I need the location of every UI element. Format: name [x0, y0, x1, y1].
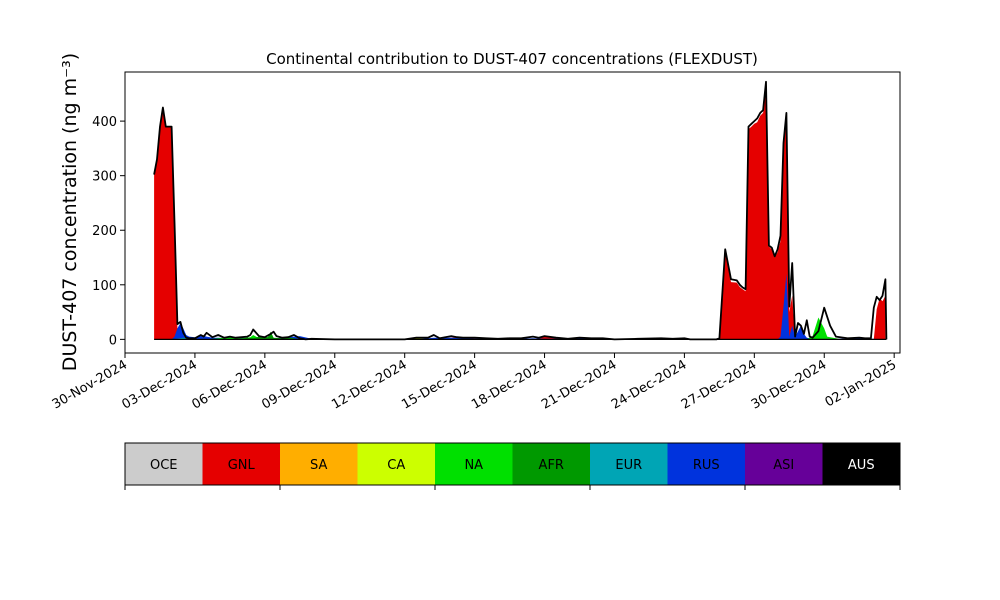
- y-tick-label: 100: [92, 279, 117, 294]
- y-axis-ticks: 0 100 200 300 400: [92, 115, 125, 348]
- legend-swatch-oce: [125, 443, 203, 485]
- legend-label-na: NA: [464, 458, 483, 473]
- legend-label-aus: AUS: [848, 458, 875, 473]
- legend-label-sa: SA: [310, 458, 327, 473]
- legend-swatch-rus: [667, 443, 745, 485]
- legend-swatch-ca: [357, 443, 435, 485]
- y-tick-label: 0: [109, 333, 117, 348]
- legend: OCE GNL SA CA NA AFR EUR RUS ASI AUS: [124, 442, 901, 490]
- legend-label-rus: RUS: [693, 458, 720, 473]
- legend-label-oce: OCE: [150, 458, 178, 473]
- legend-swatch-sa: [280, 443, 358, 485]
- legend-frame: [124, 442, 901, 486]
- plot-lines: [153, 80, 888, 341]
- y-tick-label: 400: [92, 115, 117, 130]
- legend-swatch-eur: [590, 443, 668, 485]
- axes-frame: [124, 71, 901, 354]
- legend-swatch-na: [435, 443, 513, 485]
- y-tick-label: 300: [92, 170, 117, 185]
- area-afr: [235, 331, 300, 340]
- legend-swatch-afr: [512, 443, 590, 485]
- legend-label-gnl: GNL: [228, 458, 256, 473]
- legend-swatch-aus: [822, 443, 900, 485]
- y-axis-label: DUST-407 concentration (ng m⁻³): [59, 53, 81, 371]
- legend-label-eur: EUR: [615, 458, 642, 473]
- legend-label-asi: ASI: [773, 458, 794, 473]
- legend-swatch-gnl: [202, 443, 280, 485]
- legend-swatch-asi: [745, 443, 823, 485]
- legend-label-ca: CA: [387, 458, 405, 473]
- total-line: [153, 80, 888, 341]
- y-tick-label: 200: [92, 224, 117, 239]
- legend-label-afr: AFR: [539, 458, 564, 473]
- chart-title: Continental contribution to DUST-407 con…: [266, 50, 758, 68]
